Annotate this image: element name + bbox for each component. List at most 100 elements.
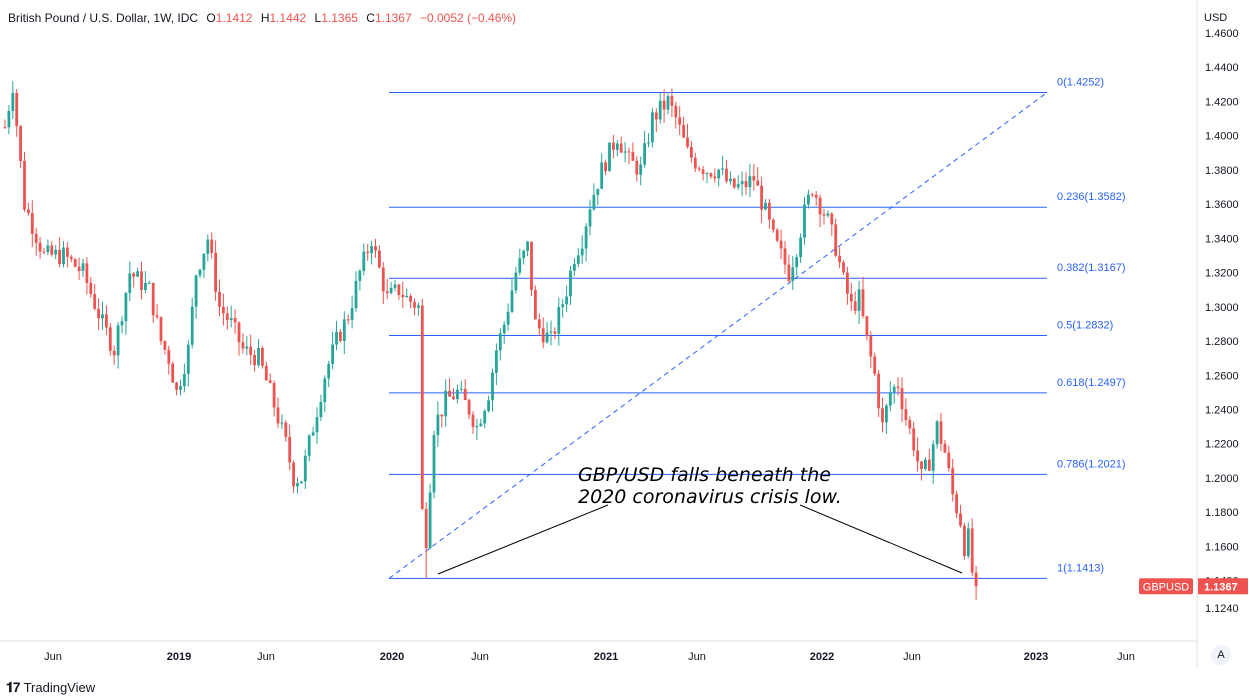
candle-body bbox=[771, 219, 775, 230]
candle-body bbox=[908, 420, 912, 429]
candle-body bbox=[370, 246, 373, 254]
candle bbox=[764, 199, 767, 211]
candle bbox=[346, 314, 350, 325]
candle-body bbox=[385, 291, 389, 294]
candle-body bbox=[764, 202, 767, 210]
candle bbox=[526, 240, 529, 257]
candle bbox=[120, 316, 124, 334]
candle bbox=[963, 522, 966, 560]
candle-body bbox=[475, 425, 479, 428]
candle bbox=[678, 105, 682, 136]
candle-body bbox=[225, 313, 229, 320]
annotation-pointer-left bbox=[437, 504, 609, 575]
candle bbox=[522, 249, 526, 265]
candle bbox=[194, 274, 198, 319]
candle bbox=[428, 483, 432, 550]
candle-body bbox=[405, 295, 409, 298]
candle bbox=[155, 303, 159, 320]
candle-body bbox=[736, 184, 740, 188]
candle-body bbox=[354, 280, 358, 309]
candle-body bbox=[600, 162, 604, 189]
candle-body bbox=[268, 380, 272, 383]
candle-body bbox=[682, 124, 685, 138]
candle-body bbox=[534, 289, 537, 320]
candle bbox=[729, 171, 732, 185]
candle bbox=[853, 291, 857, 315]
candle-body bbox=[565, 296, 568, 305]
candle bbox=[584, 223, 588, 262]
candle-body bbox=[237, 322, 241, 343]
candle bbox=[276, 397, 280, 428]
candle-body bbox=[662, 100, 666, 110]
candle bbox=[218, 279, 221, 317]
candle bbox=[339, 328, 342, 343]
auto-scale-button[interactable]: A bbox=[1211, 645, 1231, 665]
candle bbox=[643, 130, 646, 168]
candle bbox=[327, 360, 331, 388]
candle-body bbox=[381, 267, 385, 292]
candle bbox=[30, 200, 34, 248]
y-tick-label: 1.2800 bbox=[1205, 336, 1239, 348]
candle bbox=[920, 460, 923, 481]
candle-body bbox=[775, 229, 779, 241]
fibonacci-retracement[interactable]: 0(1.4252) 0.236(1.3582) 0.382(1.3167) 0.5(1… bbox=[388, 77, 1126, 579]
candle-body bbox=[584, 226, 588, 249]
candle-body bbox=[541, 328, 545, 343]
candle bbox=[186, 340, 190, 387]
candle bbox=[900, 377, 904, 422]
candle-body bbox=[69, 256, 73, 260]
candle-body bbox=[342, 319, 346, 341]
candle bbox=[136, 267, 139, 277]
candle-body bbox=[358, 270, 362, 281]
candle bbox=[307, 434, 311, 462]
candle-body bbox=[639, 164, 643, 175]
x-tick-label: Jun bbox=[1117, 651, 1135, 663]
candle bbox=[861, 276, 865, 319]
candle-body bbox=[483, 411, 487, 424]
candle bbox=[752, 164, 756, 191]
candle-body bbox=[210, 239, 214, 253]
tradingview-brand[interactable]: 𝟏7 TradingView bbox=[6, 679, 95, 696]
candle bbox=[23, 151, 26, 212]
candle-body bbox=[77, 266, 81, 271]
candle bbox=[631, 142, 635, 161]
candle-body bbox=[456, 389, 459, 400]
legend-header: British Pound / U.S. Dollar, 1W, IDC O1.… bbox=[8, 11, 516, 25]
candle-body bbox=[885, 405, 888, 423]
candle bbox=[206, 234, 210, 262]
candle bbox=[545, 322, 549, 344]
candle bbox=[561, 299, 565, 318]
fib-level-label: 0.382(1.3167) bbox=[1057, 262, 1126, 274]
candle-body bbox=[752, 176, 756, 181]
candle bbox=[128, 261, 132, 302]
candle-body bbox=[401, 294, 405, 298]
candle-body bbox=[939, 421, 943, 444]
candle bbox=[112, 345, 116, 365]
candle bbox=[966, 522, 970, 559]
candle-body bbox=[842, 262, 845, 273]
candle bbox=[342, 311, 346, 355]
candle bbox=[970, 518, 974, 577]
candle bbox=[768, 198, 771, 229]
candle bbox=[190, 297, 194, 349]
candle bbox=[838, 246, 841, 269]
candle-body bbox=[85, 263, 89, 283]
candle-body bbox=[834, 224, 838, 256]
candle-body bbox=[323, 378, 327, 403]
candle bbox=[467, 398, 471, 420]
candle-body bbox=[807, 194, 810, 205]
candle bbox=[42, 247, 46, 255]
candle-body bbox=[861, 289, 865, 317]
candle bbox=[479, 418, 483, 428]
candle-body bbox=[257, 348, 260, 366]
candle-body bbox=[522, 250, 526, 259]
candle bbox=[405, 288, 409, 298]
candle bbox=[842, 260, 845, 276]
fib-level-label: 0.236(1.3582) bbox=[1057, 191, 1126, 203]
candle bbox=[389, 281, 393, 295]
candle-body bbox=[417, 305, 420, 308]
candle-body bbox=[678, 117, 682, 125]
candle-body bbox=[865, 316, 869, 336]
open-value: 1.1412 bbox=[215, 11, 253, 25]
